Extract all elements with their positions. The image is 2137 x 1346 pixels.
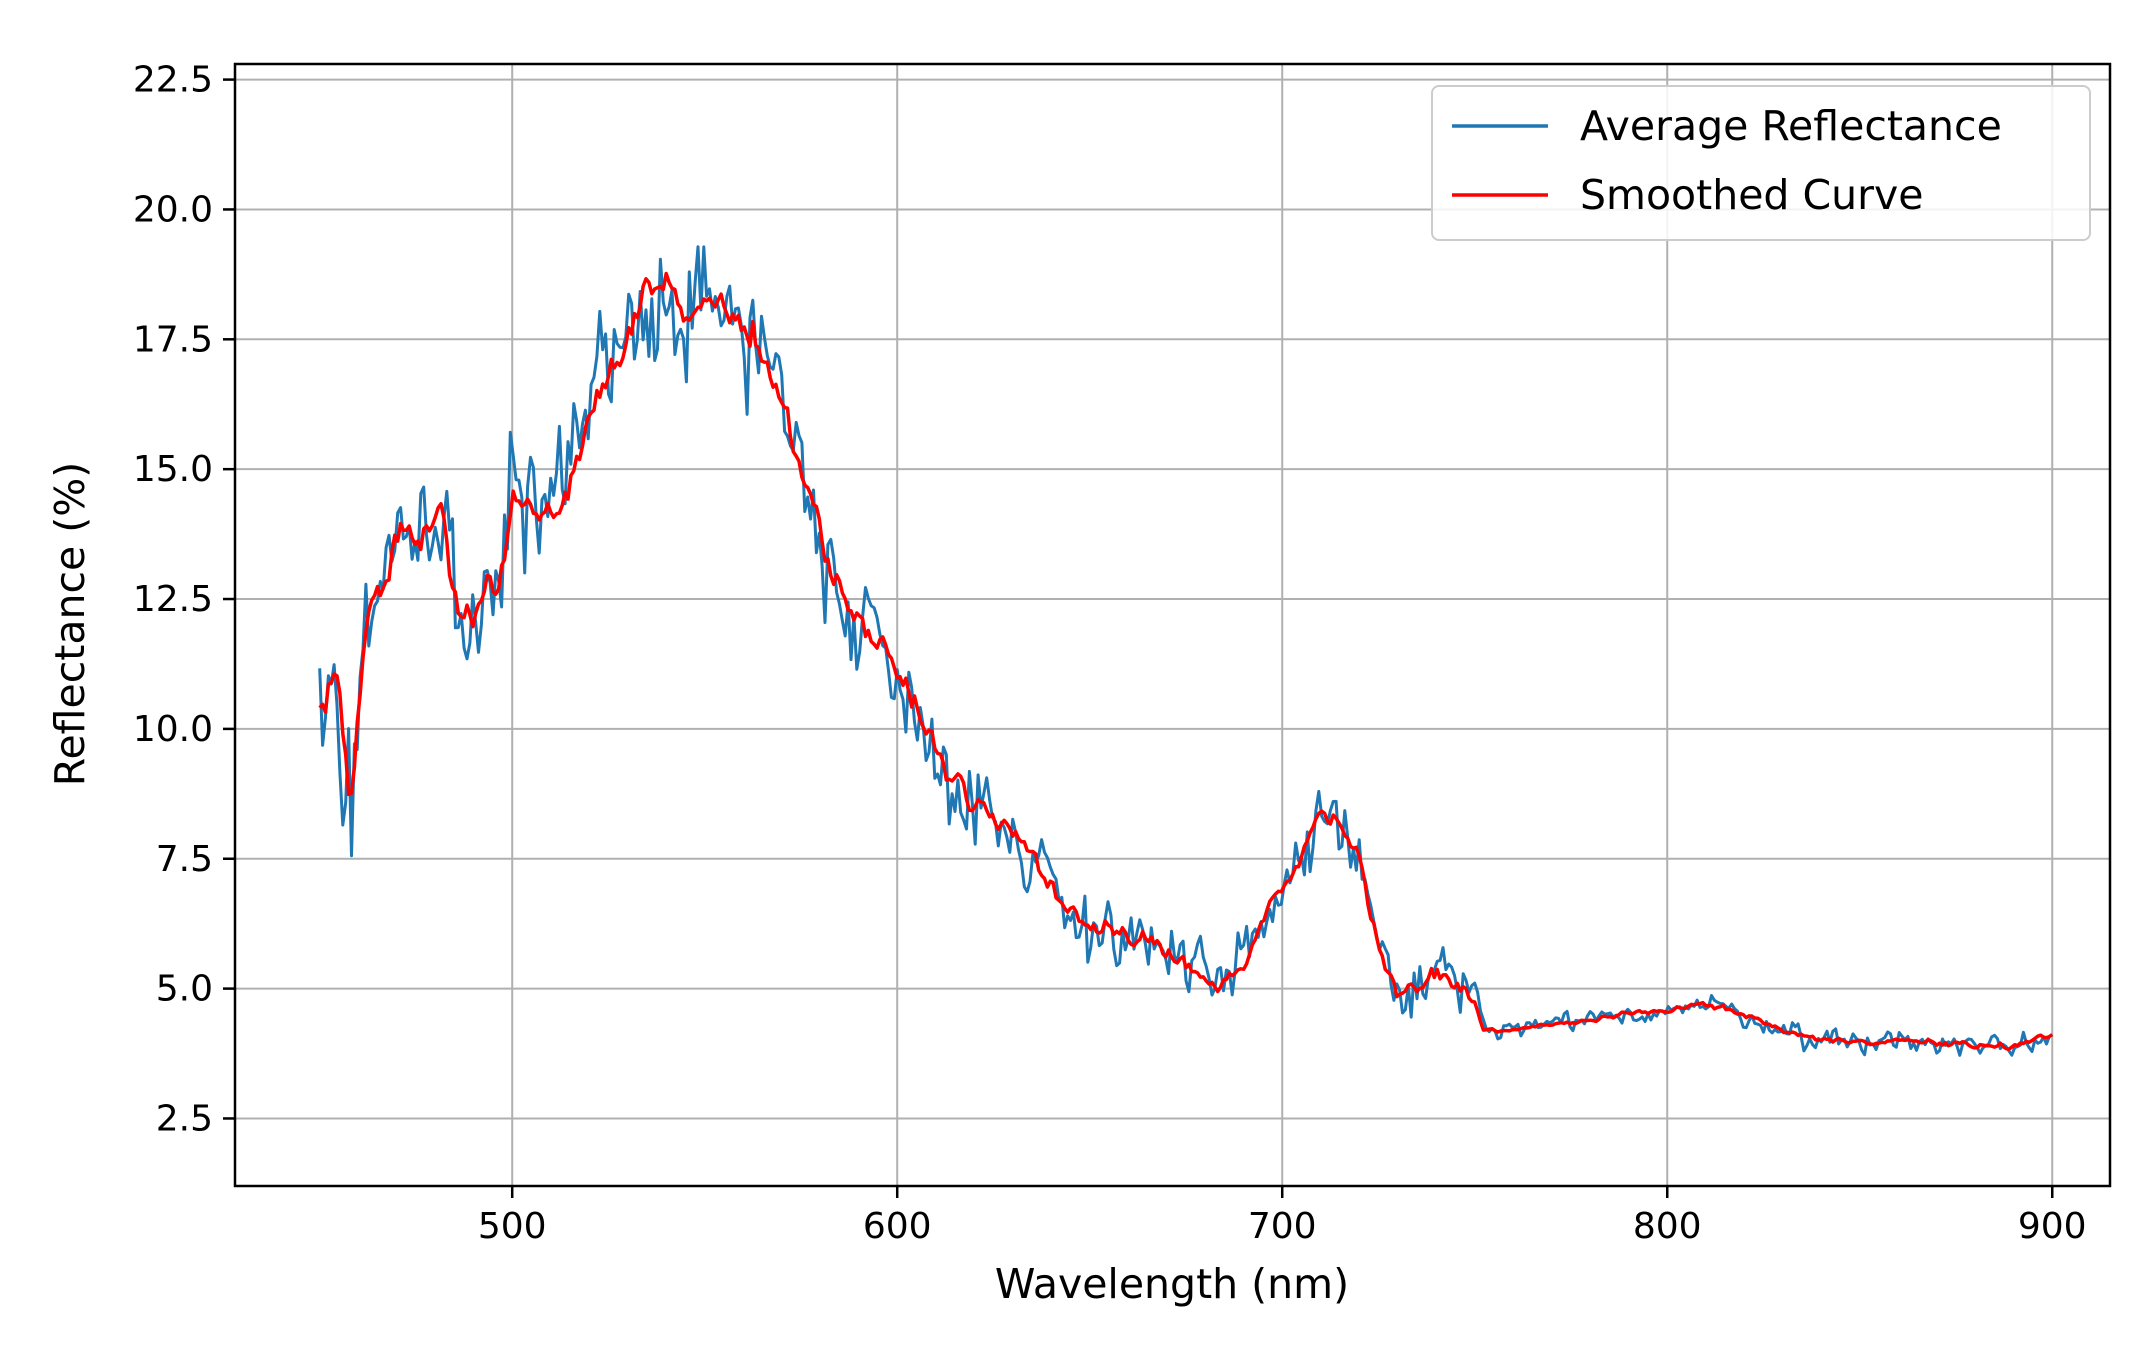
plot-frame: [233, 62, 2112, 1188]
y-tick-label: 5.0: [156, 969, 213, 1010]
series-line-smoothed-curve: [318, 271, 2054, 1051]
grid: [235, 64, 2110, 1186]
y-tick-label: 15.0: [133, 449, 213, 490]
y-tick-label: 20.0: [133, 189, 213, 230]
plot-area: [318, 245, 2054, 1057]
series-line-average-reflectance: [318, 245, 2053, 1057]
x-tick-label: 700: [1248, 1206, 1317, 1247]
x-tick-label: 800: [1633, 1206, 1702, 1247]
x-tick-label: 600: [863, 1206, 932, 1247]
y-tick-label: 22.5: [133, 60, 213, 101]
y-tick-label: 12.5: [133, 579, 213, 620]
y-tick-label: 7.5: [156, 839, 213, 880]
y-tick-label: 10.0: [133, 709, 213, 750]
x-axis-label: Wavelength (nm): [995, 1260, 1349, 1308]
y-tick-label: 17.5: [133, 319, 213, 360]
x-tick-label: 900: [2018, 1206, 2087, 1247]
legend-box: [1431, 85, 2091, 241]
y-tick-label: 2.5: [156, 1098, 213, 1139]
axes: 500 600 700 800 900 2.5 5.0 7.5 10.0 12.5 15.0 17.5…: [133, 60, 2087, 1247]
legend-label-average-reflectance: Average Reflectance: [1580, 102, 2002, 150]
y-axis-label: Reflectance (%): [46, 462, 94, 786]
legend: Average Reflectance Smoothed Curve: [1431, 85, 2091, 241]
legend-label-smoothed-curve: Smoothed Curve: [1580, 171, 1923, 219]
x-tick-label: 500: [478, 1206, 547, 1247]
